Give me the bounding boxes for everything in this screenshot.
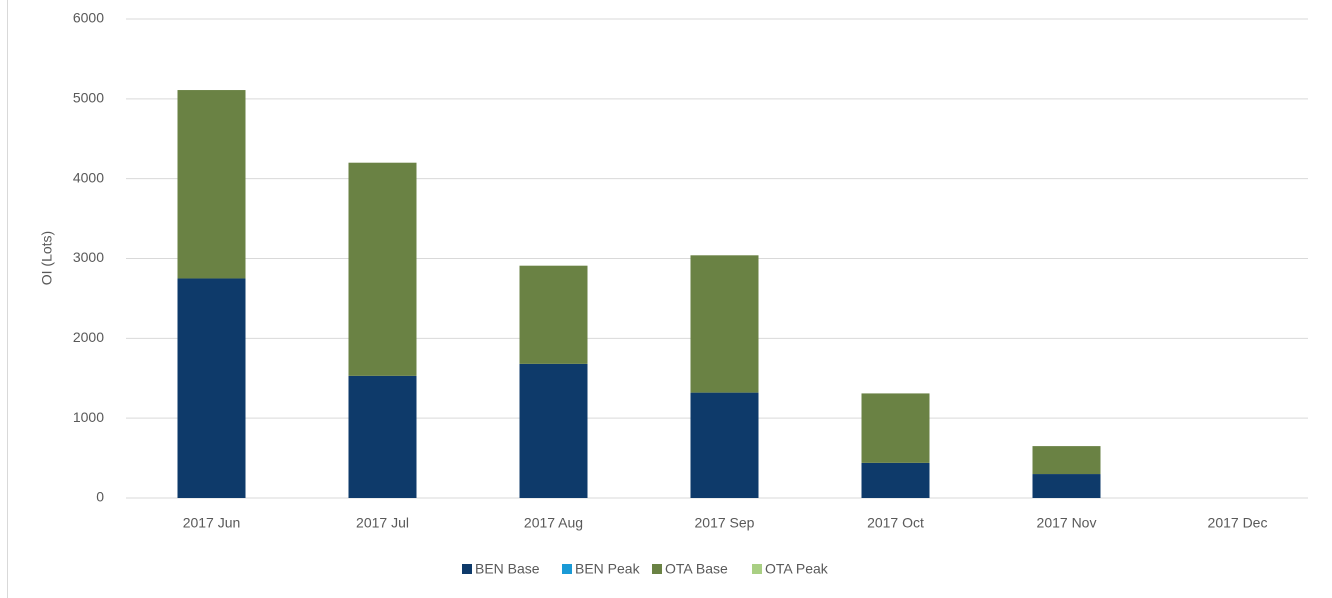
x-tick-label: 2017 Oct bbox=[867, 515, 924, 531]
x-tick-label: 2017 Aug bbox=[524, 515, 583, 531]
x-tick-label: 2017 Nov bbox=[1037, 515, 1097, 531]
legend-label: BEN Peak bbox=[575, 561, 641, 577]
bar-segment bbox=[519, 363, 588, 498]
y-tick-label: 5000 bbox=[73, 90, 104, 106]
bar-segment bbox=[177, 278, 246, 498]
y-tick-label: 4000 bbox=[73, 169, 104, 185]
x-tick-label: 2017 Dec bbox=[1208, 515, 1268, 531]
legend-label: OTA Peak bbox=[765, 561, 829, 577]
legend-swatch bbox=[462, 564, 472, 574]
x-tick-label: 2017 Jul bbox=[356, 515, 409, 531]
y-tick-label: 6000 bbox=[73, 10, 104, 26]
bar-segment bbox=[861, 393, 930, 463]
bar-segment bbox=[690, 255, 759, 393]
y-tick-label: 3000 bbox=[73, 249, 104, 265]
legend-label: OTA Base bbox=[665, 561, 728, 577]
bar-segment bbox=[861, 462, 930, 498]
y-axis-label: OI (Lots) bbox=[39, 231, 55, 285]
bar-segment bbox=[348, 162, 417, 376]
legend-label: BEN Base bbox=[475, 561, 540, 577]
legend-swatch bbox=[652, 564, 662, 574]
y-tick-label: 1000 bbox=[73, 409, 104, 425]
x-tick-label: 2017 Jun bbox=[183, 515, 241, 531]
y-tick-label: 2000 bbox=[73, 329, 104, 345]
x-tick-label: 2017 Sep bbox=[695, 515, 755, 531]
bar-segment bbox=[348, 375, 417, 498]
bar-segment bbox=[690, 392, 759, 498]
legend-swatch bbox=[562, 564, 572, 574]
bar-segment bbox=[1032, 446, 1101, 475]
legend-swatch bbox=[752, 564, 762, 574]
y-tick-label: 0 bbox=[96, 489, 104, 505]
bar-segment bbox=[519, 265, 588, 364]
bar-segment bbox=[1032, 474, 1101, 498]
chart-border bbox=[7, 0, 8, 598]
bar-segment bbox=[177, 90, 246, 279]
